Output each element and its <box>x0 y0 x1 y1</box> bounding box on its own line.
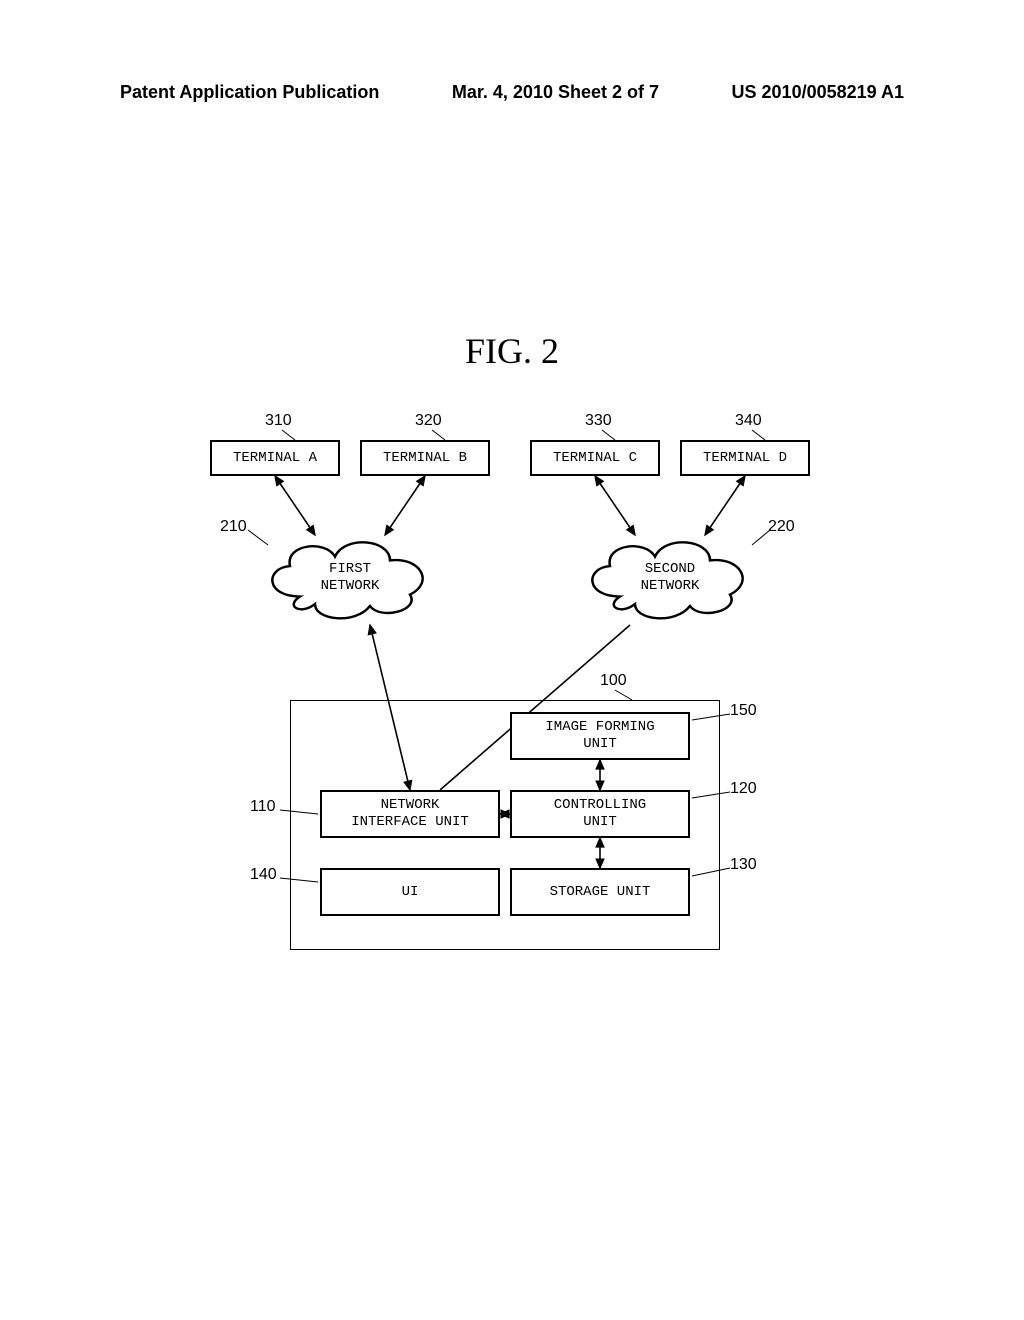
diagram-container: TERMINAL A TERMINAL B TERMINAL C TERMINAL D… <box>190 400 830 960</box>
ref-label: 220 <box>768 518 795 536</box>
ref-label: 310 <box>265 412 292 430</box>
ref-label: 320 <box>415 412 442 430</box>
terminal-box: TERMINAL A <box>210 440 340 476</box>
header-left: Patent Application Publication <box>120 82 379 103</box>
terminal-box: TERMINAL B <box>360 440 490 476</box>
ref-label: 340 <box>735 412 762 430</box>
ref-label: 130 <box>730 856 757 874</box>
figure-title: FIG. 2 <box>0 330 1024 372</box>
network-cloud: FIRSTNETWORK <box>260 530 440 625</box>
device-block: CONTROLLINGUNIT <box>510 790 690 838</box>
header-right: US 2010/0058219 A1 <box>732 82 904 103</box>
terminal-box: TERMINAL D <box>680 440 810 476</box>
ref-label: 110 <box>250 798 276 816</box>
device-block: NETWORKINTERFACE UNIT <box>320 790 500 838</box>
ref-label: 150 <box>730 702 757 720</box>
ref-label: 100 <box>600 672 627 690</box>
ref-label: 330 <box>585 412 612 430</box>
ref-label: 210 <box>220 518 247 536</box>
ref-label: 120 <box>730 780 757 798</box>
device-block: IMAGE FORMINGUNIT <box>510 712 690 760</box>
terminal-box: TERMINAL C <box>530 440 660 476</box>
page-header: Patent Application Publication Mar. 4, 2… <box>0 82 1024 103</box>
header-center: Mar. 4, 2010 Sheet 2 of 7 <box>452 82 659 103</box>
device-block: UI <box>320 868 500 916</box>
ref-label: 140 <box>250 866 277 884</box>
network-cloud: SECONDNETWORK <box>580 530 760 625</box>
device-block: STORAGE UNIT <box>510 868 690 916</box>
